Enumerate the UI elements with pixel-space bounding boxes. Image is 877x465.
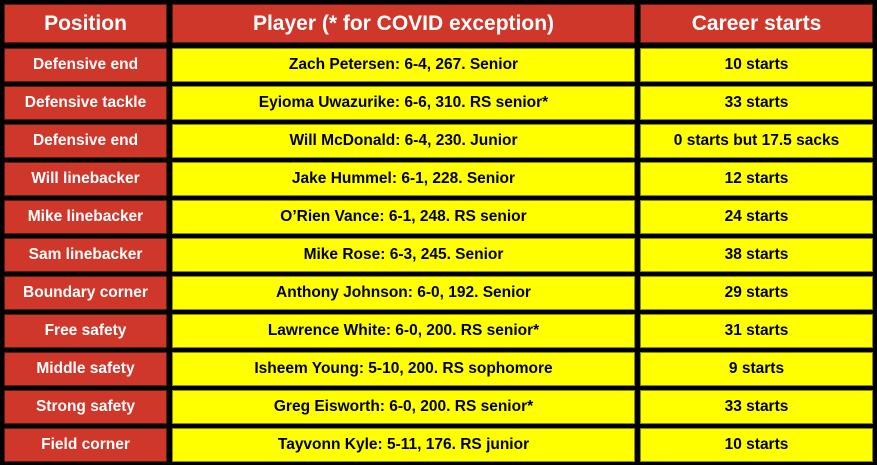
- starts-cell: 29 starts: [640, 276, 873, 310]
- header-cell: Position: [4, 4, 167, 43]
- starts-cell: 24 starts: [640, 200, 873, 234]
- position-cell: Middle safety: [4, 352, 167, 386]
- position-cell: Sam linebacker: [4, 238, 167, 272]
- starts-cell: 31 starts: [640, 314, 873, 348]
- position-cell: Will linebacker: [4, 162, 167, 196]
- position-cell: Boundary corner: [4, 276, 167, 310]
- position-cell: Defensive end: [4, 124, 167, 158]
- player-cell: O’Rien Vance: 6-1, 248. RS senior: [172, 200, 635, 234]
- player-cell: Lawrence White: 6-0, 200. RS senior*: [172, 314, 635, 348]
- position-cell: Strong safety: [4, 390, 167, 424]
- player-cell: Mike Rose: 6-3, 245. Senior: [172, 238, 635, 272]
- header-cell: Career starts: [640, 4, 873, 43]
- player-cell: Will McDonald: 6-4, 230. Junior: [172, 124, 635, 158]
- player-cell: Jake Hummel: 6-1, 228. Senior: [172, 162, 635, 196]
- player-cell: Eyioma Uwazurike: 6-6, 310. RS senior*: [172, 86, 635, 120]
- player-cell: Greg Eisworth: 6-0, 200. RS senior*: [172, 390, 635, 424]
- player-cell: Zach Petersen: 6-4, 267. Senior: [172, 48, 635, 82]
- starts-cell: 33 starts: [640, 86, 873, 120]
- position-cell: Free safety: [4, 314, 167, 348]
- player-cell: Anthony Johnson: 6-0, 192. Senior: [172, 276, 635, 310]
- starts-cell: 10 starts: [640, 428, 873, 462]
- position-cell: Defensive tackle: [4, 86, 167, 120]
- position-cell: Mike linebacker: [4, 200, 167, 234]
- player-cell: Tayvonn Kyle: 5-11, 176. RS junior: [172, 428, 635, 462]
- starts-cell: 0 starts but 17.5 sacks: [640, 124, 873, 158]
- starts-cell: 12 starts: [640, 162, 873, 196]
- position-cell: Field corner: [4, 428, 167, 462]
- starts-cell: 10 starts: [640, 48, 873, 82]
- player-cell: Isheem Young: 5-10, 200. RS sophomore: [172, 352, 635, 386]
- header-cell: Player (* for COVID exception): [172, 4, 635, 43]
- position-cell: Defensive end: [4, 48, 167, 82]
- starts-cell: 9 starts: [640, 352, 873, 386]
- starts-cell: 38 starts: [640, 238, 873, 272]
- starts-cell: 33 starts: [640, 390, 873, 424]
